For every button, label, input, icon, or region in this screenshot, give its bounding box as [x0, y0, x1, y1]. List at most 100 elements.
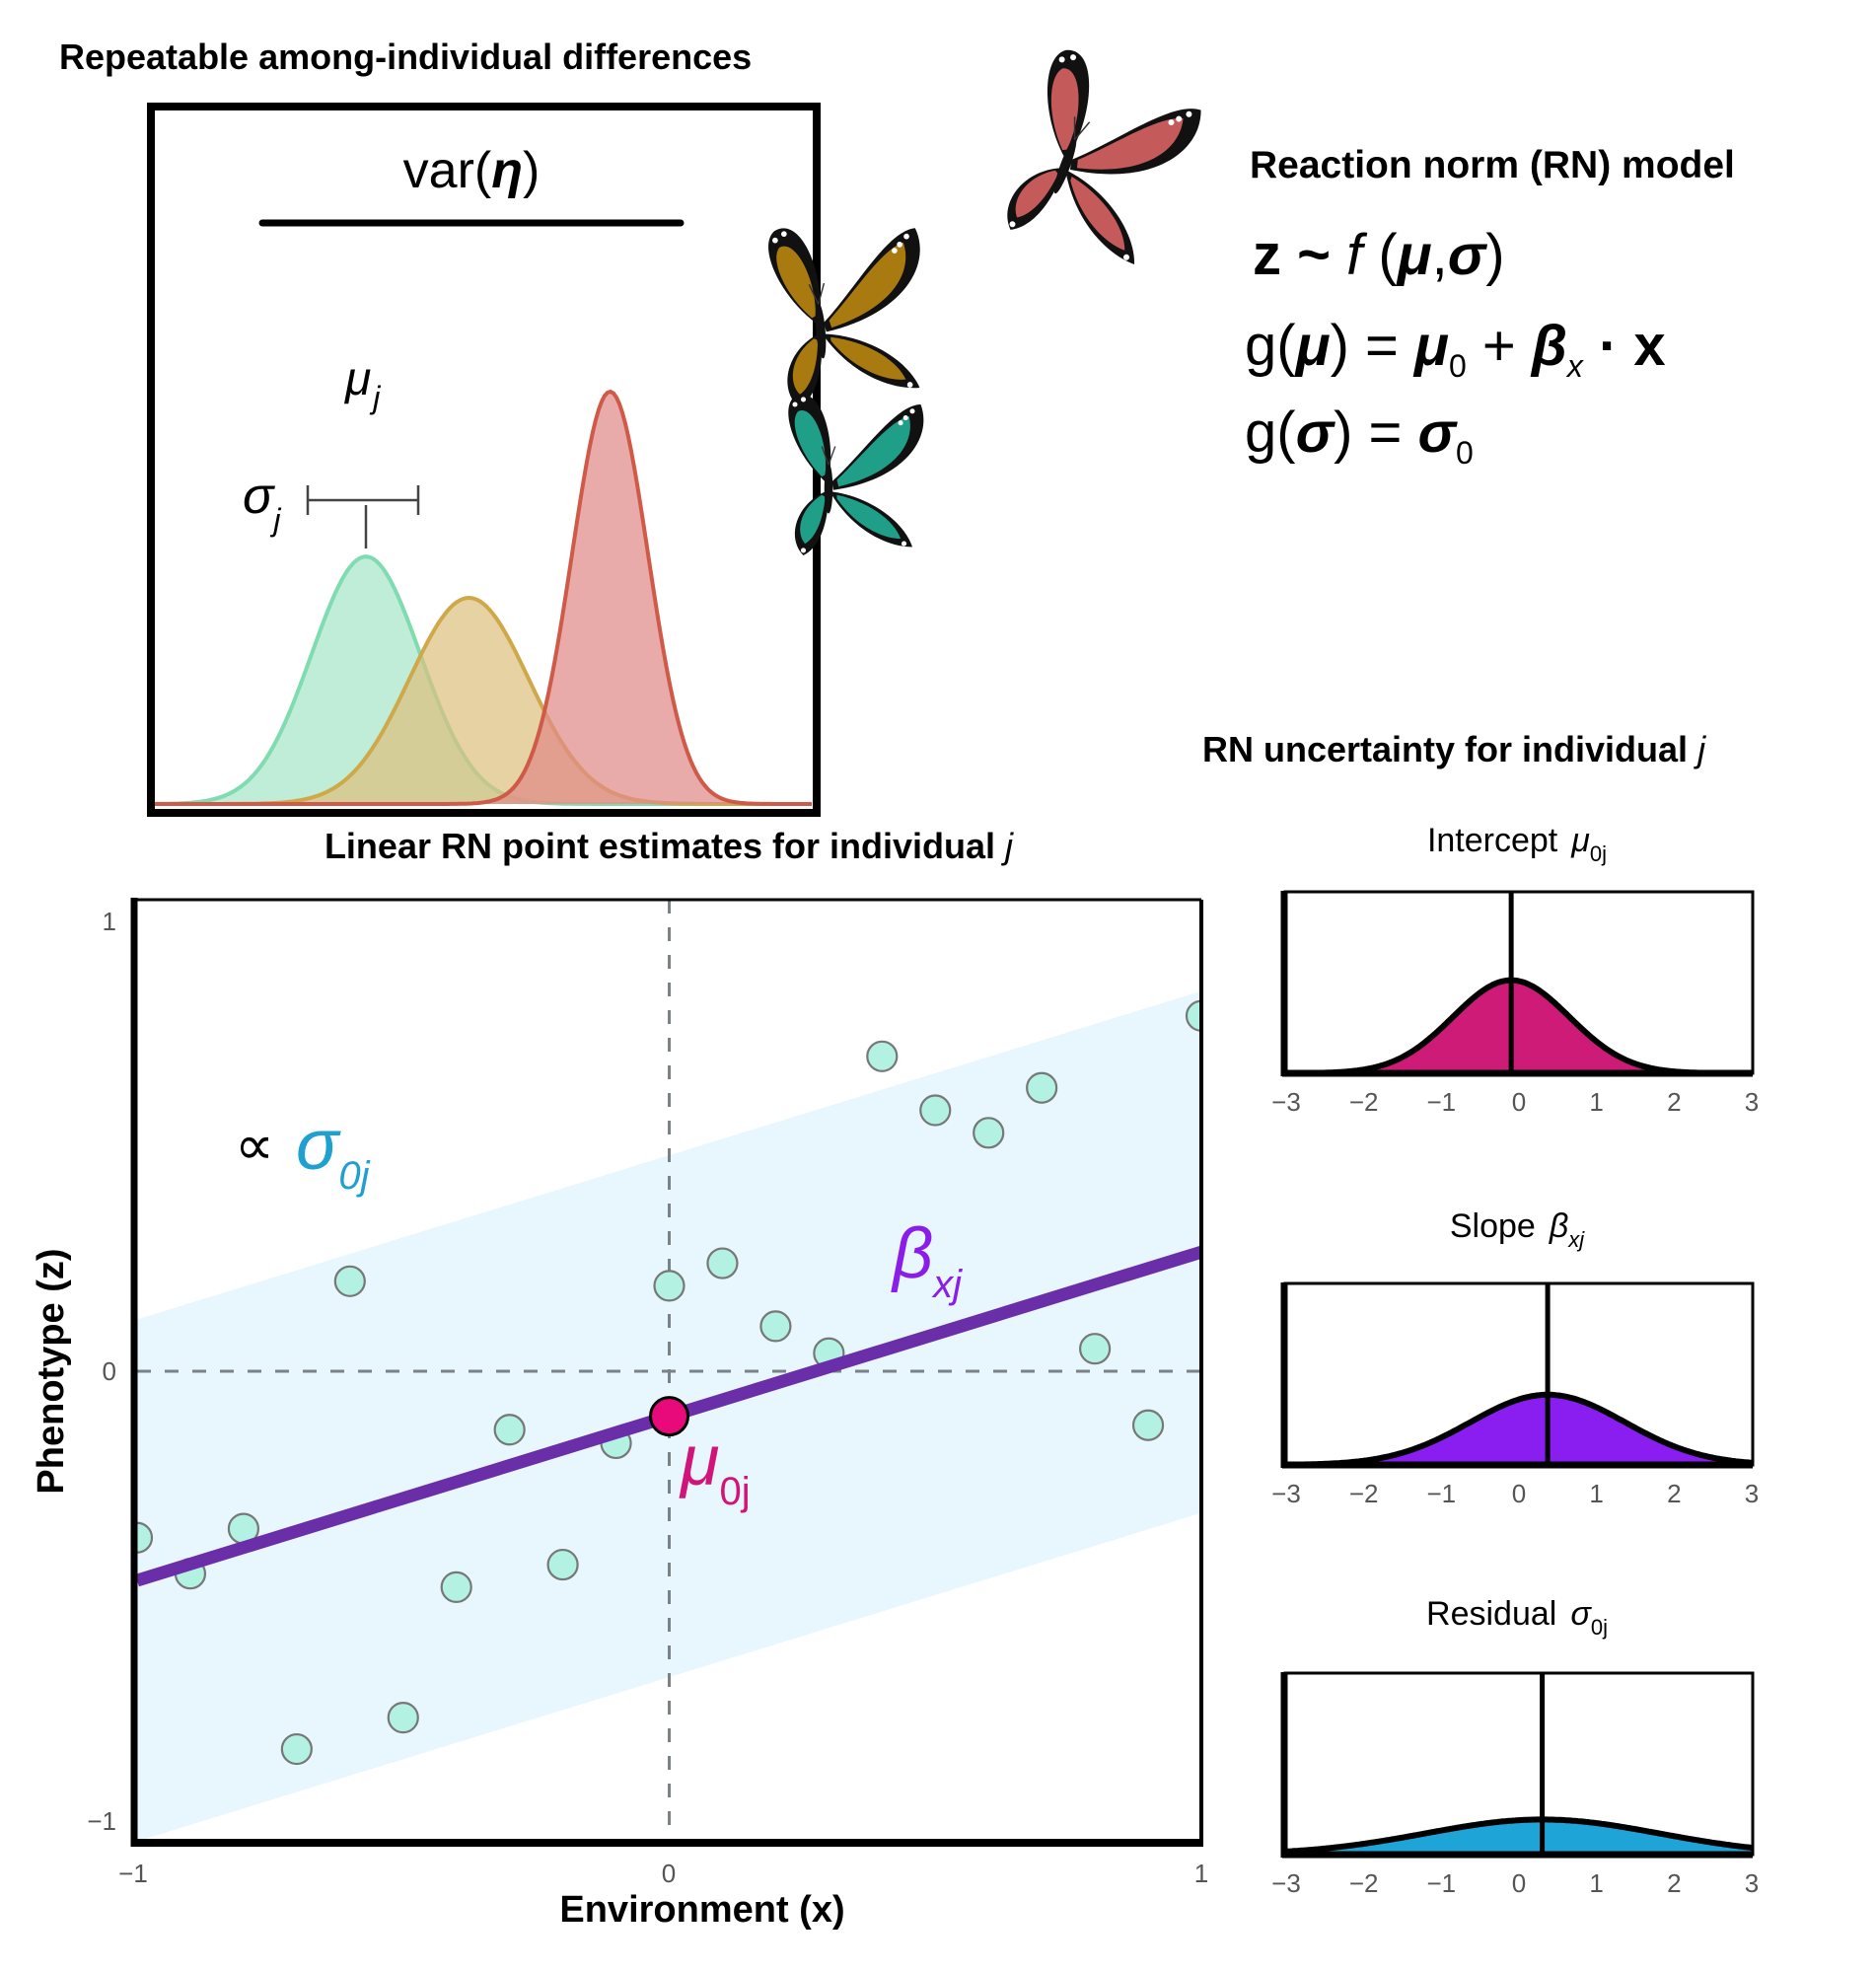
- y-tick-neg1: −1: [87, 1806, 116, 1836]
- main-chart-title: Linear RN point estimates for individual…: [325, 826, 1014, 866]
- panel-x-tick-label: 2: [1667, 1087, 1681, 1117]
- panel-x-tick-label: 1: [1589, 1087, 1603, 1117]
- slope-sub: xj: [1567, 1227, 1585, 1252]
- eq3-sigma0: σ: [1418, 401, 1459, 465]
- panel-x-tick-label: −1: [1427, 1868, 1457, 1898]
- butterflies: [768, 49, 1201, 555]
- mu-annot-sub: 0j: [719, 1470, 750, 1513]
- var-prefix: var(: [403, 142, 492, 199]
- eq1-tilde: ~: [1281, 223, 1346, 287]
- eq2-beta: β: [1530, 314, 1567, 378]
- data-point: [1026, 1071, 1058, 1104]
- intercept-sub: 0j: [1590, 841, 1607, 866]
- eq1-z: z: [1253, 223, 1281, 287]
- gold-distribution-fill: [155, 598, 812, 804]
- panel-x-tick-label: −1: [1427, 1479, 1457, 1508]
- panel-x-tick-label: 2: [1667, 1868, 1681, 1898]
- slope-label: Slope: [1450, 1207, 1536, 1245]
- panel-x-tick-label: 3: [1745, 1087, 1759, 1117]
- data-point: [546, 1548, 579, 1581]
- residual-density-curve: [1285, 1816, 1753, 1855]
- panel-x-tick-label: −3: [1271, 1479, 1301, 1508]
- eq3-sigma0-sub: 0: [1456, 435, 1474, 471]
- data-point: [1078, 1333, 1112, 1365]
- y-tick-0: 0: [103, 1356, 116, 1386]
- red-butterfly-icon: [1007, 49, 1201, 264]
- eq2-equals: ) =: [1331, 314, 1414, 378]
- panel-x-tick-label: 3: [1745, 1479, 1759, 1508]
- eq3-sigma: σ: [1296, 401, 1336, 465]
- eq2-plus: +: [1467, 314, 1532, 378]
- data-point: [1131, 1409, 1165, 1441]
- uncertainty-section-title: RN uncertainty for individual j: [1202, 729, 1706, 769]
- panel-x-tick-label: −3: [1271, 1087, 1301, 1117]
- y-axis-label: Phenotype (z): [31, 1248, 72, 1494]
- eq2-beta-sub: x: [1565, 348, 1584, 384]
- data-point: [759, 1310, 792, 1343]
- intercept-point: [649, 1396, 689, 1437]
- green-distribution-fill: [155, 556, 812, 804]
- panel-x-tick-label: −2: [1349, 1087, 1379, 1117]
- eq1-mu: μ: [1396, 223, 1432, 287]
- distribution-curves: [154, 389, 812, 806]
- equation-distribution: z ~ f (μ,σ): [1253, 223, 1505, 287]
- mu-0j-annotation: μ0j: [679, 1422, 751, 1513]
- data-point: [1185, 999, 1201, 1032]
- equation-sigma: g(σ) = σ0: [1245, 401, 1474, 471]
- main-chart-title-text: Linear RN point estimates for individual: [325, 826, 1005, 866]
- data-point: [866, 1040, 899, 1072]
- panel-x-tick-label: −2: [1349, 1868, 1379, 1898]
- residual-density-fill: [1286, 1819, 1752, 1855]
- red-distribution-fill: [155, 392, 812, 804]
- residual-label: Residual: [1426, 1595, 1556, 1633]
- eq2-g: g(: [1245, 314, 1296, 378]
- intercept-label: Intercept: [1427, 822, 1558, 859]
- slope-symbol: β: [1549, 1207, 1568, 1245]
- panel-x-tick-label: 0: [1512, 1087, 1526, 1117]
- sigma-j-label: σj: [243, 468, 281, 538]
- main-chart: [130, 898, 1203, 1847]
- x-tick-1: 1: [1194, 1859, 1208, 1888]
- data-point: [387, 1702, 419, 1734]
- intercept-density-panel: −3 −2 −1 0 1 2 3: [1271, 890, 1759, 1117]
- sigma-annot-symbol: σ: [296, 1106, 341, 1185]
- eq3-g: g(: [1245, 401, 1296, 465]
- gold-butterfly-icon: [768, 228, 920, 408]
- panel-x-tick-label: 2: [1667, 1479, 1681, 1508]
- sigma-0j-annotation: σ0j: [296, 1106, 371, 1198]
- eq2-mu0: μ: [1412, 314, 1449, 378]
- y-tick-1: 1: [103, 907, 116, 936]
- panel-x-tick-label: 1: [1589, 1479, 1603, 1508]
- eta-symbol: η: [491, 142, 523, 199]
- residual-panel-title: Residual σ0j: [1426, 1595, 1608, 1640]
- data-point: [973, 1117, 1005, 1149]
- beta-annot-symbol: β: [891, 1214, 933, 1293]
- eq1-sigma: σ: [1448, 223, 1488, 287]
- teal-butterfly-icon: [788, 394, 924, 555]
- top-panel-title: Repeatable among-individual differences: [59, 37, 752, 77]
- eq2-dot: ·: [1583, 314, 1634, 378]
- mu-symbol: μ: [343, 353, 371, 405]
- mu-annot-symbol: μ: [679, 1422, 719, 1500]
- panel-x-tick-label: 0: [1512, 1868, 1526, 1898]
- x-axis-label: Environment (x): [559, 1889, 844, 1931]
- x-tick-0: 0: [662, 1859, 676, 1888]
- var-suffix: ): [523, 142, 540, 199]
- panel-x-tick-label: −2: [1349, 1479, 1379, 1508]
- uncertainty-title-text: RN uncertainty for individual: [1202, 729, 1697, 769]
- eq3-equals: ) =: [1334, 401, 1417, 465]
- eq1-open: (: [1362, 223, 1397, 287]
- eq1-close: ): [1485, 223, 1504, 287]
- sigma-symbol: σ: [243, 468, 275, 525]
- proportional-symbol: ∝: [235, 1114, 274, 1178]
- beta-xj-annotation: βxj: [891, 1214, 963, 1306]
- panel-x-tick-label: −1: [1427, 1087, 1457, 1117]
- panel-x-tick-label: 3: [1745, 1868, 1759, 1898]
- uncertainty-panels: −3 −2 −1 0 1 2 3 −3 −2 −1 0 1 2 3 −3 −2 −1 0 1 2 3: [1271, 890, 1759, 1898]
- plot-area: [135, 900, 1201, 1843]
- beta-annot-sub: xj: [931, 1263, 963, 1306]
- intercept-panel-title: Intercept μ0j: [1427, 822, 1607, 866]
- panel-x-tick-label: 1: [1589, 1868, 1603, 1898]
- slope-density-fill: [1286, 1394, 1752, 1465]
